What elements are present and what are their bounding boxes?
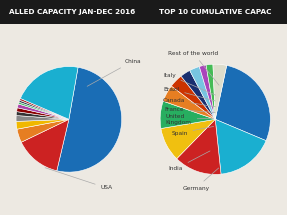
Wedge shape [21, 119, 69, 171]
Text: India: India [168, 151, 210, 171]
Wedge shape [17, 119, 69, 142]
Text: Italy: Italy [163, 73, 216, 95]
Text: Spain: Spain [171, 126, 214, 136]
Wedge shape [213, 64, 227, 119]
Wedge shape [16, 119, 69, 129]
Wedge shape [181, 71, 215, 119]
Wedge shape [20, 98, 69, 119]
Text: France: France [164, 107, 215, 112]
Wedge shape [206, 64, 215, 119]
Wedge shape [215, 119, 266, 174]
Text: United
Kingdom: United Kingdom [166, 114, 214, 124]
Wedge shape [17, 104, 69, 119]
Wedge shape [163, 86, 215, 119]
Wedge shape [16, 112, 69, 119]
Wedge shape [190, 67, 215, 119]
Wedge shape [177, 119, 221, 174]
Wedge shape [161, 119, 215, 159]
Wedge shape [20, 66, 78, 119]
Wedge shape [215, 65, 270, 141]
Wedge shape [16, 115, 69, 121]
Text: Brazil: Brazil [163, 86, 215, 101]
Wedge shape [171, 76, 215, 119]
Wedge shape [160, 101, 215, 129]
Wedge shape [18, 102, 69, 119]
Text: China: China [87, 59, 141, 86]
Wedge shape [199, 65, 215, 119]
Wedge shape [19, 100, 69, 119]
Text: Canada: Canada [163, 98, 215, 107]
Text: ALLED CAPACITY JAN-DEC 2016: ALLED CAPACITY JAN-DEC 2016 [9, 9, 135, 15]
Wedge shape [17, 108, 69, 119]
Text: Rest of the world: Rest of the world [168, 51, 219, 85]
Text: USA: USA [45, 168, 113, 190]
Text: Germany: Germany [182, 168, 219, 191]
Wedge shape [57, 67, 122, 172]
Text: TOP 10 CUMULATIVE CAPAC: TOP 10 CUMULATIVE CAPAC [159, 9, 272, 15]
